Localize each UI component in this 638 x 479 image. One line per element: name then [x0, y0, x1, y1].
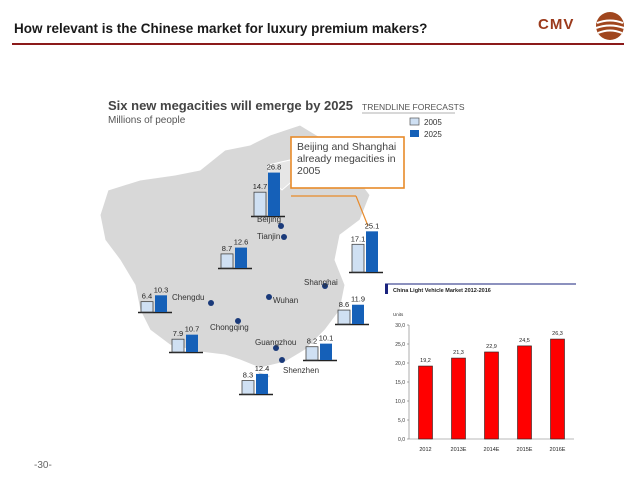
city-bar-2005 — [171, 338, 185, 353]
city-bar-2025 — [235, 247, 247, 268]
city-value-2005: 14.7 — [253, 182, 268, 191]
callout-line-shanghai — [355, 195, 369, 227]
city-value-2005: 8.3 — [243, 371, 253, 380]
city-bar-2005 — [241, 380, 255, 395]
callout-text: Beijing and Shanghai already megacities … — [297, 141, 399, 177]
vehicle-x-label: 2013E — [451, 447, 467, 453]
legend-label-2025: 2025 — [424, 130, 442, 139]
city-label-shanghai: Shanghai — [304, 278, 338, 287]
vehicle-bar-2014e — [484, 351, 499, 440]
city-bar-2005 — [220, 253, 234, 269]
y-tick-label: 15,0 — [395, 380, 405, 386]
city-bar-2025 — [256, 373, 268, 394]
vehicle-bar-2013e — [451, 357, 466, 440]
vehicle-bar-2015e — [517, 345, 532, 440]
city-bar-2025 — [320, 343, 332, 360]
vehicle-bar-2012 — [418, 365, 433, 440]
legend-title: TRENDLINE FORECASTS — [362, 102, 465, 112]
y-tick-label: 25,0 — [395, 342, 405, 348]
city-bar-2005 — [337, 309, 351, 325]
page-number: -30- — [34, 460, 52, 471]
city-dot-wuhan — [266, 294, 272, 300]
vehicle-market-chart: China Light Vehicle Market 2012-2016 Uni… — [385, 283, 576, 453]
legend-swatch-2005 — [409, 117, 420, 126]
city-value-2005: 8.2 — [307, 337, 317, 346]
city-value-2005: 8.6 — [339, 300, 349, 309]
city-bar-2005 — [305, 346, 319, 361]
title-divider — [12, 43, 624, 45]
legend-swatch-2025 — [410, 130, 419, 137]
y-tick-label: 20,0 — [395, 361, 405, 367]
city-value-2025: 10.7 — [185, 325, 200, 334]
y-tick-label: 10,0 — [395, 399, 405, 405]
page-title: How relevant is the Chinese market for l… — [14, 21, 428, 36]
city-bar-2025 — [268, 172, 280, 216]
city-label-beijing: Beijing — [257, 215, 281, 224]
city-value-2025: 12.4 — [255, 364, 270, 373]
vehicle-x-label: 2012 — [419, 447, 431, 453]
brand-logo-text: CMV — [538, 16, 575, 33]
city-bar-2025 — [352, 304, 364, 324]
legend-label-2005: 2005 — [424, 118, 442, 127]
city-bar-2025 — [186, 334, 198, 352]
city-bar-2025 — [366, 231, 378, 272]
vehicle-x-label: 2016E — [550, 447, 566, 453]
city-label-wuhan: Wuhan — [273, 296, 298, 305]
map-legend: TRENDLINE FORECASTS 2005 2025 — [362, 102, 465, 139]
city-dot-chongqing — [235, 318, 241, 324]
city-label-guangzhou: Guangzhou — [255, 338, 296, 347]
vehicle-value-label: 19,2 — [420, 358, 431, 364]
brand-logo-icon — [595, 12, 625, 40]
city-dot-shanghai — [322, 283, 328, 289]
vehicle-bar-2016e — [550, 338, 565, 440]
city-value-2025: 12.6 — [234, 238, 249, 247]
city-dot-tianjin — [281, 234, 287, 240]
city-value-2025: 11.9 — [351, 295, 365, 304]
city-bar-2025 — [155, 295, 167, 312]
vehicle-chart-ylabel: Units — [393, 312, 404, 317]
y-tick-label: 5,0 — [398, 418, 405, 424]
city-dot-chengdu — [208, 300, 214, 306]
y-tick-label: 30,0 — [395, 323, 405, 329]
city-value-2025: 25.1 — [365, 221, 380, 230]
city-dot-beijing — [278, 223, 284, 229]
city-bar-2005 — [253, 191, 267, 217]
city-label-tianjin: Tianjin — [257, 232, 280, 241]
city-value-2005: 8.7 — [222, 244, 232, 253]
city-label-shenzhen: Shenzhen — [283, 366, 319, 375]
city-label-chengdu: Chengdu — [172, 293, 204, 302]
city-value-2025: 10.3 — [154, 285, 169, 294]
vehicle-market-panel: China Light Vehicle Market 2012-2016 Uni… — [381, 282, 576, 454]
city-value-2005: 6.4 — [142, 292, 152, 301]
y-tick-label: 0,0 — [398, 437, 405, 443]
vehicle-chart-title: China Light Vehicle Market 2012-2016 — [393, 288, 491, 294]
city-dot-shenzhen — [279, 357, 285, 363]
city-value-2025: 10.1 — [319, 334, 334, 343]
map-title: Six new megacities will emerge by 2025 — [108, 98, 353, 113]
city-value-2005: 17.1 — [351, 234, 366, 243]
callout-box: Beijing and Shanghai already megacities … — [290, 136, 405, 227]
vehicle-value-label: 21,3 — [453, 350, 464, 356]
vehicle-value-label: 26,3 — [552, 331, 563, 337]
vehicle-x-label: 2015E — [517, 447, 533, 453]
city-value-2025: 26.8 — [267, 163, 282, 172]
vehicle-x-label: 2014E — [484, 447, 500, 453]
vehicle-value-label: 24,5 — [519, 338, 530, 344]
city-bar-2005 — [351, 243, 365, 273]
vehicle-value-label: 22,9 — [486, 344, 497, 350]
city-bar-2005 — [140, 301, 154, 313]
city-value-2005: 7.9 — [173, 329, 183, 338]
city-label-chongqing: Chongqing — [210, 323, 249, 332]
city-dot-guangzhou — [273, 345, 279, 351]
map-subtitle: Millions of people — [108, 115, 186, 126]
